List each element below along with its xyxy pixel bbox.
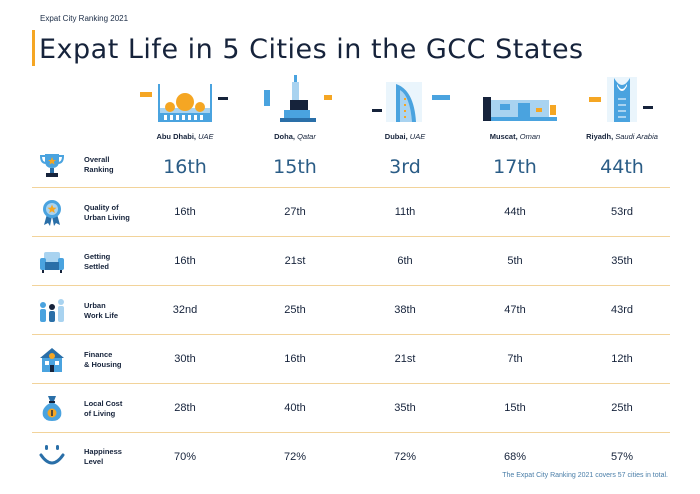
house-icon [38, 346, 66, 374]
row-urban-work-life: Urban Work Life 32nd 25th 38th 47th 43rd [32, 286, 670, 335]
value-cell: 3rd [389, 156, 421, 178]
city-column-riyadh: Riyadh, Saudi Arabia [567, 72, 677, 141]
value-cell: 72% [283, 451, 307, 463]
row-label: Quality of Urban Living [84, 203, 130, 222]
sofa-icon [38, 248, 66, 276]
city-name: Doha, Qatar [274, 132, 316, 141]
row-label: Happiness Level [84, 447, 122, 466]
row-quality-of-urban-living: Quality of Urban Living 16th 27th 11th 44… [32, 188, 670, 237]
row-label: Overall Ranking [84, 155, 114, 174]
value-cell: 27th [284, 206, 306, 218]
moneybag-icon [38, 394, 66, 422]
value-cell: 28th [174, 402, 196, 414]
row-label: Finance & Housing [84, 350, 122, 369]
value-cell: 68% [503, 451, 527, 463]
value-cell: 17th [493, 156, 537, 178]
row-happiness-level: Happiness Level 70% 72% 72% 68% 57% [32, 433, 670, 471]
value-cell: 35th [394, 402, 416, 414]
value-cell: 7th [507, 353, 523, 365]
city-column-dubai: Dubai, UAE [350, 72, 460, 141]
city-name: Riyadh, Saudi Arabia [586, 132, 658, 141]
value-cell: 30th [174, 353, 196, 365]
value-cell: 16th [174, 255, 196, 267]
value-cell: 40th [284, 402, 306, 414]
people-icon [38, 296, 66, 324]
city-column-abu-dhabi: Abu Dhabi, UAE [130, 72, 240, 141]
value-cell: 6th [397, 255, 413, 267]
value-cell: 35th [611, 255, 633, 267]
row-overall-ranking: Overall Ranking 16th 15th 3rd 17th 44th [32, 142, 670, 188]
trophy-icon [38, 151, 66, 179]
value-cell: 25th [284, 304, 306, 316]
value-cell: 72% [393, 451, 417, 463]
page-title: Expat Life in 5 Cities in the GCC States [39, 34, 584, 65]
value-cell: 43rd [610, 304, 634, 316]
value-cell: 38th [394, 304, 416, 316]
award-icon [38, 198, 66, 226]
row-label: Urban Work Life [84, 301, 119, 320]
city-column-muscat: Muscat, Oman [460, 72, 570, 141]
value-cell: 70% [173, 451, 197, 463]
value-cell: 21st [394, 353, 416, 365]
burj-icon [350, 72, 460, 132]
row-finance-housing: Finance & Housing 30th 16th 21st 7th 12th [32, 335, 670, 384]
row-local-cost-of-living: Local Cost of Living 28th 40th 35th 15th … [32, 384, 670, 433]
value-cell: 25th [611, 402, 633, 414]
title-accent-bar [32, 30, 35, 66]
value-cell: 15th [504, 402, 526, 414]
fort-icon [460, 72, 570, 132]
value-cell: 12th [611, 353, 633, 365]
mosque-icon [130, 72, 240, 132]
value-cell: 11th [394, 206, 416, 218]
city-name: Muscat, Oman [489, 132, 541, 141]
row-label: Getting Settled [84, 252, 111, 271]
value-cell: 15th [273, 156, 317, 178]
value-cell: 44th [600, 156, 644, 178]
value-cell: 16th [174, 206, 196, 218]
city-name: Dubai, UAE [384, 132, 426, 141]
footnote: The Expat City Ranking 2021 covers 57 ci… [502, 472, 668, 479]
page-subtitle: Expat City Ranking 2021 [40, 14, 129, 23]
value-cell: 47th [504, 304, 526, 316]
value-cell: 32nd [172, 304, 198, 316]
value-cell: 44th [504, 206, 526, 218]
tower-icon [240, 72, 350, 132]
value-cell: 5th [507, 255, 523, 267]
row-getting-settled: Getting Settled 16th 21st 6th 5th 35th [32, 237, 670, 286]
city-column-doha: Doha, Qatar [240, 72, 350, 141]
value-cell: 53rd [610, 206, 634, 218]
city-name: Abu Dhabi, UAE [156, 132, 214, 141]
value-cell: 57% [610, 451, 634, 463]
value-cell: 16th [163, 156, 207, 178]
kingdom-tower-icon [567, 72, 677, 132]
value-cell: 16th [284, 353, 306, 365]
smile-icon [38, 441, 66, 469]
value-cell: 21st [284, 255, 306, 267]
row-label: Local Cost of Living [84, 399, 123, 418]
